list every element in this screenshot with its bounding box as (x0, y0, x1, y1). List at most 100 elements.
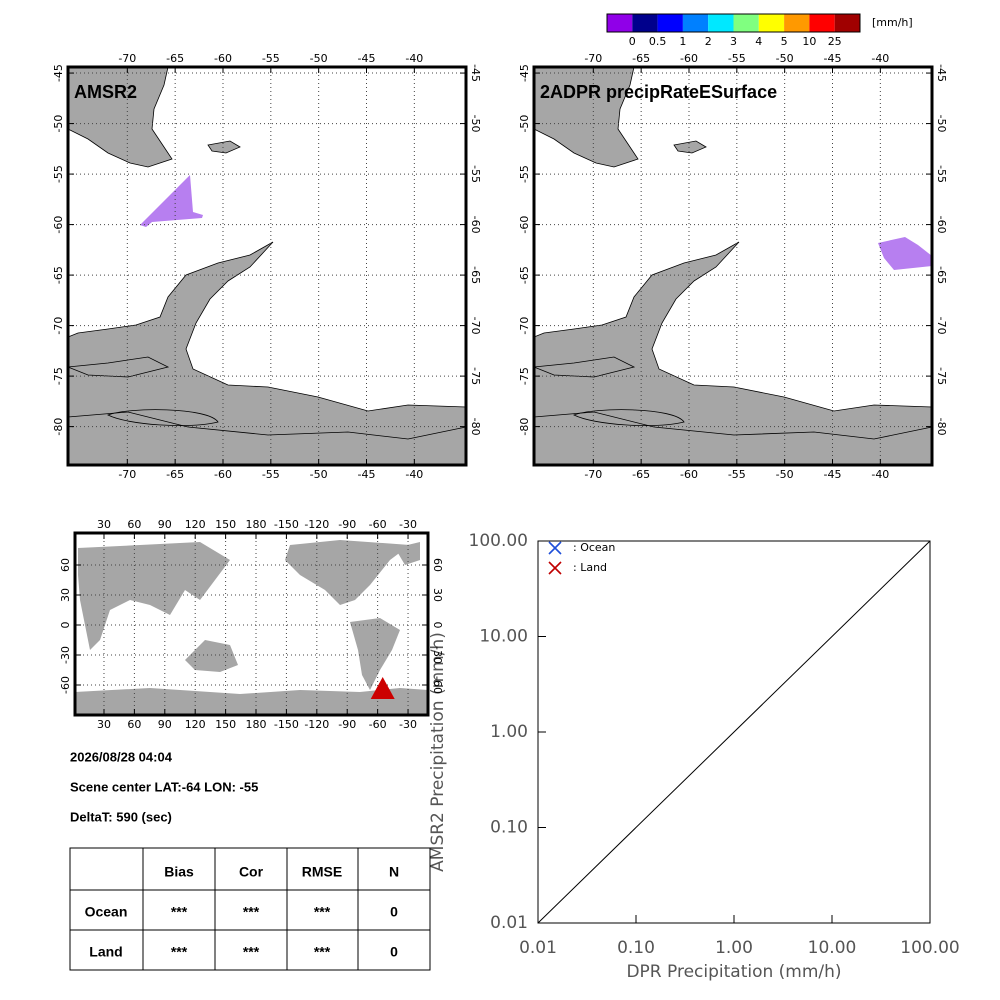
lat-tick-label: 60 (431, 558, 444, 572)
lon-tick-label: -90 (338, 518, 356, 531)
stats-table (69, 847, 431, 971)
lat-tick-label: -80 (935, 418, 948, 436)
y-tick-label: 0.01 (490, 913, 528, 933)
y-tick-label: 100.00 (469, 531, 528, 551)
map-frame (73, 531, 430, 717)
row-header: Land (89, 944, 122, 960)
lon-tick-label: -120 (304, 518, 329, 531)
lon-tick-label: -65 (632, 468, 650, 481)
lat-tick-label: -60 (431, 676, 444, 694)
lat-tick-label: -75 (52, 367, 65, 385)
lon-tick-label: -70 (584, 468, 602, 481)
lat-tick-label: -80 (52, 418, 65, 436)
lat-tick-label: -50 (935, 115, 948, 133)
continents (75, 540, 428, 715)
lon-tick-label: 30 (97, 518, 111, 531)
colorbar-label: 0.5 (649, 35, 667, 48)
lat-tick-label: -60 (52, 216, 65, 234)
lon-tick-label: -50 (310, 468, 328, 481)
lat-tick-label: -80 (469, 418, 482, 436)
lon-tick-label: -60 (214, 52, 232, 65)
lat-tick-label: -70 (52, 317, 65, 335)
lat-tick-label: -50 (469, 115, 482, 133)
lon-tick-label: -40 (405, 468, 423, 481)
column-header: Cor (239, 864, 264, 880)
lat-tick-label: -60 (935, 216, 948, 234)
colorbar-label: 1 (679, 35, 686, 48)
lon-tick-label: -120 (304, 718, 329, 731)
map-frame (66, 65, 468, 467)
color-box (809, 14, 835, 32)
color-box (784, 14, 810, 32)
lon-tick-label: -65 (632, 52, 650, 65)
scene-marker (370, 677, 395, 699)
lon-tick-label: -65 (166, 52, 184, 65)
color-box (733, 14, 759, 32)
lon-tick-label: -45 (358, 468, 376, 481)
map-frame (532, 65, 934, 467)
lon-tick-label: -150 (274, 718, 299, 731)
lon-tick-label: -60 (369, 518, 387, 531)
legend-marker (548, 541, 562, 555)
lon-tick-label: 120 (185, 518, 206, 531)
lat-tick-label: -65 (935, 266, 948, 284)
lon-tick-label: -40 (871, 52, 889, 65)
legend-label: : Ocean (573, 541, 615, 554)
lat-tick-label: -70 (469, 317, 482, 335)
colorbar: [mm/h] (872, 16, 913, 29)
lon-tick-label: 60 (127, 518, 141, 531)
lon-tick-label: 90 (158, 718, 172, 731)
lat-tick-label: -50 (518, 115, 531, 133)
lat-tick-label: -60 (518, 216, 531, 234)
lat-tick-label: -65 (469, 266, 482, 284)
scene-info: 2026/08/28 04:04 Scene center LAT:-64 LO… (70, 749, 258, 824)
lon-tick-label: -50 (776, 468, 794, 481)
lon-tick-label: -45 (358, 52, 376, 65)
column-header: RMSE (302, 864, 342, 880)
scatter-plot: 0.01 0.10 1.00 10.00 100.00 0.01 0.10 1.00 10.00… (428, 531, 960, 982)
table-cell: *** (171, 944, 188, 960)
lat-tick-label: -45 (52, 64, 65, 82)
lat-tick-label: -55 (469, 165, 482, 183)
x-tick-label: 10.00 (808, 938, 857, 958)
world-map (75, 533, 428, 715)
y-axis-title: AMSR2 Precipitation (mm/h) (428, 632, 448, 872)
lat-tick-label: -45 (518, 64, 531, 82)
x-tick-label: 0.10 (617, 938, 655, 958)
delta-time: DeltaT: 590 (sec) (70, 809, 172, 824)
lat-tick-label: 30 (59, 588, 72, 602)
y-tick-label: 10.00 (479, 627, 528, 647)
table-cell: *** (243, 944, 260, 960)
table-border (69, 847, 431, 971)
lon-tick-label: 180 (246, 518, 267, 531)
lon-tick-label: -50 (776, 52, 794, 65)
lon-tick-label: -70 (584, 52, 602, 65)
lat-tick-label: -30 (59, 646, 72, 664)
colorbar-label: 2 (705, 35, 712, 48)
colorbar-frame (606, 13, 861, 33)
colorbar-label: 5 (781, 35, 788, 48)
map-title: 2ADPR precipRateESurface (540, 82, 777, 102)
lat-tick-label: -55 (518, 165, 531, 183)
lon-tick-label: 60 (127, 718, 141, 731)
lat-tick-label: -55 (52, 165, 65, 183)
table-cell: *** (314, 944, 331, 960)
lat-tick-label: -65 (518, 266, 531, 284)
color-box (708, 14, 734, 32)
lat-tick-label: -75 (518, 367, 531, 385)
lat-tick-label: -70 (935, 317, 948, 335)
table-cell: *** (243, 904, 260, 920)
lon-tick-label: -70 (118, 468, 136, 481)
lon-tick-label: -40 (871, 468, 889, 481)
colorbar-label: 10 (802, 35, 816, 48)
lon-tick-label: -60 (680, 52, 698, 65)
precip-area (878, 237, 932, 270)
x-tick-label: 1.00 (715, 938, 753, 958)
lon-tick-label: 150 (215, 718, 236, 731)
lon-tick-label: -60 (680, 468, 698, 481)
column-header: N (389, 864, 399, 880)
lon-tick-label: 30 (97, 718, 111, 731)
colorbar-label: 25 (828, 35, 842, 48)
map-dpr: 2ADPR precipRateESurface (533, 66, 933, 466)
